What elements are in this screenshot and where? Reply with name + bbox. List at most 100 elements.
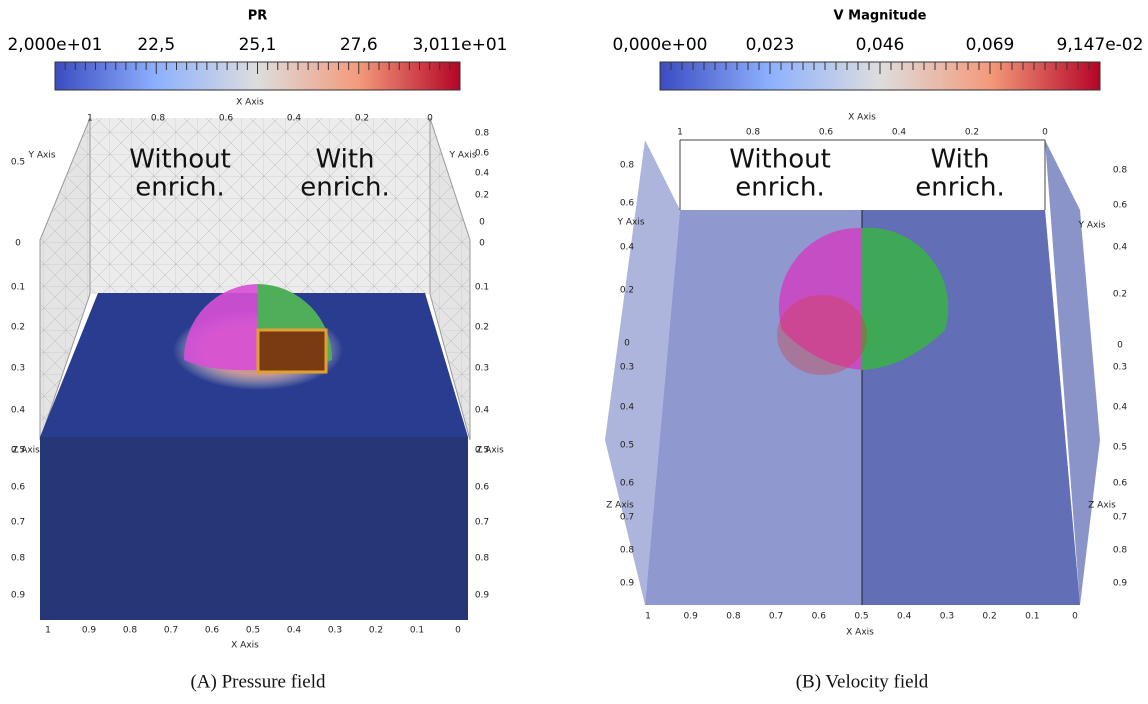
y-axis-label: Y Axis [27,151,55,161]
x-tick-label: 0.4 [897,612,912,622]
x-tick-label: 1 [645,612,651,622]
x-tick-label: 0.6 [205,626,220,636]
x-tick-label: 0.8 [123,626,138,636]
x-tick-label: 0 [455,626,461,636]
right-tick-label: 0.2 [1113,290,1127,300]
left-tick-label: 0.5 [11,446,25,456]
right-tick-label: 0.8 [475,129,490,139]
x-tick-label: 0.9 [82,626,97,636]
right-tick-label: 0.8 [1113,546,1128,556]
x-tick-label: 0.2 [369,626,383,636]
left-tick-label: 0.9 [620,579,635,589]
left-tick-label: 0.4 [11,406,26,416]
colorbar-tick-label: 0,000e+00 [612,35,707,55]
colorbar-tick-label: 2,000e+01 [7,35,102,55]
left-tick-label: 0.3 [620,363,634,373]
x-tick-label: 0.1 [410,626,424,636]
left-tick-label: 0.5 [620,441,634,451]
right-tick-label: 0.5 [475,446,489,456]
x-tick-label: 1 [87,114,93,124]
right-tick-label: 0.6 [475,149,490,159]
y-axis-label: Y Axis [1077,221,1105,231]
x-tick-label: 0.6 [819,128,834,138]
left-tick-label: 0.7 [11,518,25,528]
x-axis-label: X Axis [848,113,876,123]
right-tick-label: 0.9 [1113,579,1128,589]
x-tick-label: 0.1 [1025,612,1039,622]
colorbar-title: V Magnitude [834,9,927,24]
left-tick-label: 0.1 [11,283,25,293]
colorbar-tick-label: 22,5 [137,35,175,55]
x-tick-label: 0.9 [684,612,699,622]
annotation: Without [129,145,231,175]
annotation: enrich. [300,173,389,203]
left-tick-label: 0.8 [620,546,635,556]
x-tick-label: 0.6 [219,114,234,124]
colorbar-tick-label: 3,011e+01 [412,35,507,55]
right-tick-label: 0.4 [475,406,490,416]
right-tick-label: 0.3 [1113,363,1127,373]
x-axis-label: X Axis [236,98,264,108]
left-tick-label: 0.3 [11,364,25,374]
left-tick-label: 0 [624,339,630,349]
x-tick-label: 0.2 [355,114,369,124]
right-tick-label: 0.7 [475,518,489,528]
left-tick-label: 0.2 [620,286,634,296]
left-tick-label: 0.9 [11,591,26,601]
right-tick-label: 0.7 [1113,513,1127,523]
left-tick-label: 0.7 [620,513,634,523]
colorbar-tick-label: 25,1 [239,35,277,55]
x-tick-label: 0 [427,114,433,124]
colorbar-tick-label: 0,069 [966,35,1015,55]
z-axis-label: Z Axis [12,446,40,456]
x-tick-label: 0.4 [287,114,302,124]
left-tick-label: 0.4 [620,403,635,413]
x-tick-label: 0.5 [246,626,260,636]
x-tick-label: 0.4 [892,128,907,138]
right-tick-label: 0.4 [475,169,490,179]
annotation: With [930,145,989,175]
right-tick-label: 0.5 [1113,443,1127,453]
right-tick-label: 0.1 [475,283,489,293]
colorbar-tick-label: 27,6 [340,35,378,55]
x-tick-label: 0.7 [164,626,178,636]
right-tick-label: 0.6 [1113,479,1128,489]
right-tick-label: 0 [479,239,485,249]
x-tick-label: 1 [45,626,51,636]
z-axis-label: Z Axis [476,446,504,456]
y-axis-label: Y Axis [448,151,476,161]
left-tick-label: 0.8 [11,554,26,564]
annotation: enrich. [735,173,824,203]
caption: (A) Pressure field [190,671,326,692]
x-tick-label: 0.5 [854,612,868,622]
x-tick-label: 1 [677,128,683,138]
left-tick-label: 0.5 [11,158,25,168]
x-tick-label: 0.6 [812,612,827,622]
annotation: enrich. [135,173,224,203]
x-tick-label: 0.2 [965,128,979,138]
x-tick-label: 0.8 [151,114,166,124]
x-axis-label: X Axis [846,628,874,638]
right-tick-label: 0.8 [1113,166,1128,176]
right-tick-label: 0.4 [1113,403,1128,413]
x-tick-label: 0.2 [982,612,996,622]
colorbar-tick-label: 9,147e-02 [1057,35,1144,55]
x-tick-label: 0.3 [940,612,954,622]
left-tick-label: 0.6 [11,483,26,493]
x-tick-label: 0.8 [726,612,741,622]
colorbar-title: PR [248,9,268,24]
x-axis-label: X Axis [231,641,259,651]
right-tick-label: 0.9 [475,591,490,601]
right-tick-label: 0 [1117,341,1123,351]
colorbar [54,61,461,91]
x-tick-label: 0.3 [328,626,342,636]
annotation: Without [729,145,831,175]
x-tick-label: 0.7 [769,612,783,622]
x-tick-label: 0.4 [287,626,302,636]
right-tick-label: 0.6 [1113,201,1128,211]
caption: (B) Velocity field [796,671,929,692]
right-tick-label: 0.2 [475,323,489,333]
left-tick-label: 0.4 [620,243,635,253]
annotation: With [315,145,374,175]
y-axis-label: Y Axis [616,218,644,228]
